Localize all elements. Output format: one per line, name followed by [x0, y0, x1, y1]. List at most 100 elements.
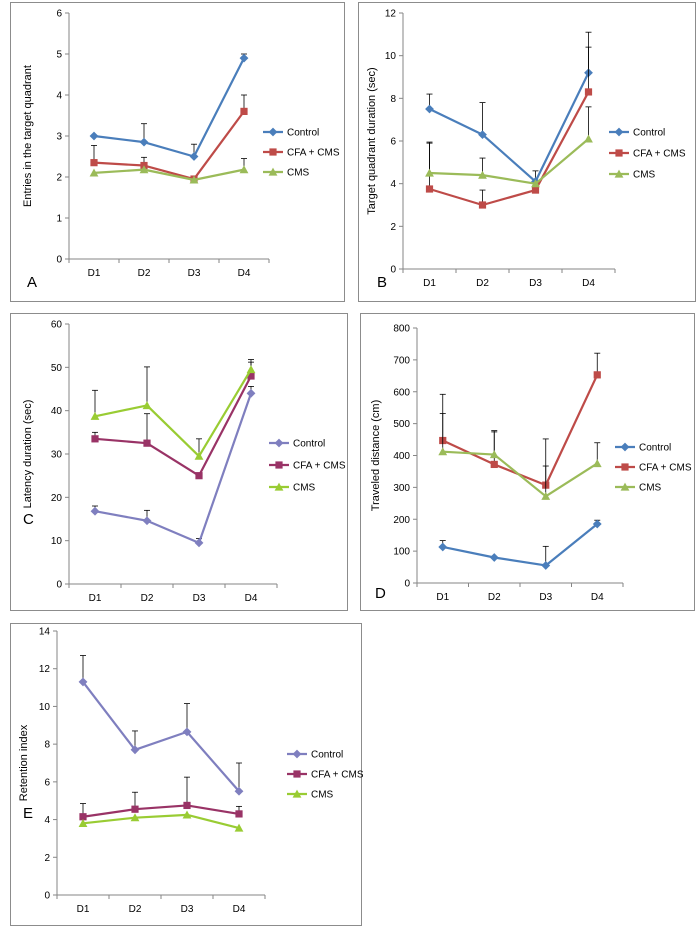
data-point — [425, 104, 434, 114]
y-tick-label: 400 — [393, 451, 410, 462]
series-line — [82, 681, 240, 793]
series-control — [78, 655, 244, 796]
chart-panel-b: 0 2 4 6 8 10 12 D1 D2 D3 D4 Target quadrant duratio… — [358, 2, 696, 302]
y-tick-label: 30 — [51, 450, 63, 461]
data-point — [139, 137, 149, 147]
panel-letter: B — [377, 274, 387, 291]
legend-item: CFA + CMS — [287, 770, 363, 781]
panel-letter: E — [23, 805, 33, 822]
data-point — [130, 745, 140, 755]
x-tick-label: D2 — [488, 592, 501, 603]
x-tick-label: D3 — [181, 904, 194, 915]
y-axis-label: Latency duration (sec) — [22, 400, 34, 509]
y-tick-label: 20 — [51, 493, 63, 504]
data-point — [531, 179, 540, 188]
legend-label: Control — [639, 443, 671, 454]
series-control — [425, 31, 593, 186]
y-tick-label: 6 — [44, 777, 50, 788]
x-tick-label: D3 — [193, 593, 206, 604]
x-tick-label: D4 — [233, 904, 246, 915]
data-point — [90, 506, 100, 516]
legend-marker — [274, 438, 284, 448]
legend-item: CMS — [287, 790, 334, 801]
series-control — [89, 53, 249, 161]
x-tick-label: D2 — [138, 268, 151, 279]
y-tick-label: 14 — [39, 627, 51, 638]
legend-label: CFA + CMS — [287, 148, 340, 159]
data-point — [194, 451, 204, 460]
y-tick-label: 60 — [51, 320, 63, 331]
y-tick-label: 4 — [44, 815, 50, 826]
x-tick-label: D4 — [238, 268, 251, 279]
data-point — [189, 175, 199, 184]
x-tick-label: D1 — [88, 268, 101, 279]
chart-panel-a: 0 1 2 3 4 5 6 D1 D2 D3 D4 Entries in the target qua… — [10, 2, 345, 302]
legend-marker — [292, 749, 302, 759]
legend-item: CMS — [609, 170, 656, 181]
y-tick-label: 300 — [393, 483, 410, 494]
legend-label: CMS — [639, 483, 662, 494]
y-axis-label: Target quadrant duration (sec) — [366, 67, 378, 214]
series-line — [93, 57, 245, 158]
legend-label: Control — [293, 439, 325, 450]
legend-item: Control — [615, 443, 671, 454]
data-point — [130, 813, 140, 822]
data-point — [246, 365, 256, 374]
axes: 0 100 200 300 400 500 600 700 800 D1 D2 D3 D4 — [393, 324, 624, 603]
chart-d-svg: 0 100 200 300 400 500 600 700 800 D1 D2 D3 D4 Travele… — [370, 324, 692, 604]
data-point — [90, 159, 98, 167]
x-tick-label: D3 — [539, 592, 552, 603]
data-point — [234, 823, 244, 832]
legend-label: CFA + CMS — [311, 770, 363, 781]
legend-marker — [268, 127, 278, 137]
series-cms — [438, 413, 602, 500]
legend-marker — [620, 482, 630, 491]
series-line — [94, 375, 252, 477]
data-point — [592, 459, 602, 468]
series-cfa-cms — [439, 352, 601, 489]
x-tick-label: D1 — [89, 593, 102, 604]
legend-item: CMS — [615, 483, 662, 494]
y-tick-label: 12 — [39, 664, 51, 675]
y-tick-label: 1 — [56, 214, 62, 225]
y-tick-label: 6 — [390, 137, 396, 148]
series-line — [94, 392, 253, 544]
chart-b-svg: 0 2 4 6 8 10 12 D1 D2 D3 D4 Target quadrant duratio… — [366, 9, 686, 292]
axes: 0 2 4 6 8 10 12 14 D1 D2 D3 D4 — [39, 627, 266, 915]
data-point — [490, 460, 498, 469]
series-cfa-cms — [91, 361, 255, 480]
y-tick-label: 50 — [51, 363, 63, 374]
series-control — [438, 519, 602, 570]
legend-item: Control — [269, 439, 325, 450]
y-tick-label: 12 — [385, 9, 397, 20]
x-tick-label: D2 — [141, 593, 154, 604]
data-point — [239, 53, 249, 63]
x-tick-label: D4 — [245, 593, 258, 604]
chart-e-svg: 0 2 4 6 8 10 12 14 D1 D2 D3 D4 Retention index E Contr… — [18, 627, 363, 916]
legend-item: CFA + CMS — [269, 461, 346, 472]
data-point — [425, 185, 434, 193]
y-tick-label: 0 — [44, 891, 50, 902]
y-tick-label: 5 — [56, 50, 62, 61]
series-line — [94, 368, 252, 458]
y-tick-label: 200 — [393, 515, 410, 526]
y-tick-label: 3 — [56, 132, 62, 143]
panel-letter: C — [23, 511, 34, 528]
data-point — [478, 170, 487, 179]
y-tick-label: 4 — [56, 91, 62, 102]
data-point — [234, 786, 244, 796]
y-tick-label: 0 — [56, 580, 62, 591]
legend-label: CMS — [311, 790, 334, 801]
data-point — [139, 165, 149, 174]
series-line — [442, 450, 598, 498]
legend-marker — [614, 127, 624, 137]
data-point — [541, 561, 551, 570]
data-point — [78, 677, 88, 687]
series-line — [429, 91, 590, 207]
data-point — [142, 401, 152, 410]
legend-label: CMS — [287, 168, 310, 179]
panel-letter: A — [27, 274, 37, 291]
series-line — [442, 523, 598, 567]
data-point — [478, 201, 487, 209]
x-tick-label: D3 — [529, 278, 542, 289]
